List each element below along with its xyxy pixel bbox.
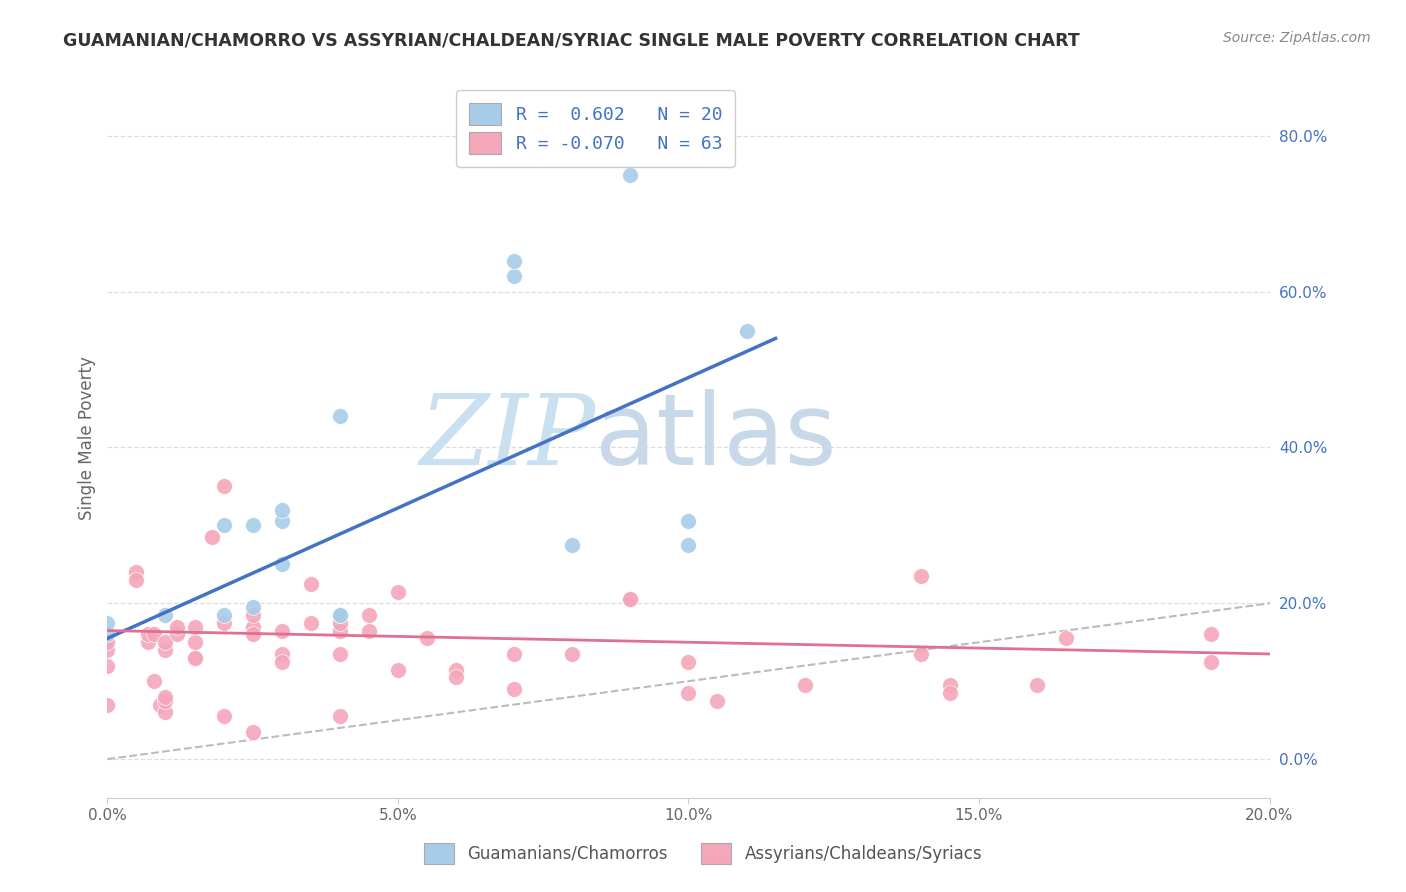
Point (1201, 627, 1223, 641)
Point (357, 624, 380, 638)
Point (155, 643, 177, 657)
Point (939, 678, 962, 692)
Point (270, 558, 292, 572)
Point (155, 635, 177, 649)
Point (939, 686, 962, 700)
Point (793, 678, 815, 692)
Point (242, 724, 264, 739)
Legend: Guamanians/Chamorros, Assyrians/Chaldeans/Syriacs: Guamanians/Chamorros, Assyrians/Chaldean… (418, 837, 988, 871)
Point (329, 607, 352, 622)
Point (270, 647, 292, 661)
Point (1054, 632, 1077, 646)
Text: Source: ZipAtlas.com: Source: ZipAtlas.com (1223, 31, 1371, 45)
Point (125, 565, 148, 579)
Point (329, 624, 352, 638)
Point (1026, 678, 1049, 692)
Y-axis label: Single Male Poverty: Single Male Poverty (79, 356, 96, 520)
Text: ZIP: ZIP (419, 390, 596, 485)
Point (678, 686, 700, 700)
Point (183, 635, 205, 649)
Point (136, 635, 159, 649)
Point (329, 615, 352, 630)
Point (142, 627, 165, 641)
Point (242, 627, 264, 641)
Point (155, 607, 177, 622)
Point (329, 647, 352, 661)
Point (212, 518, 235, 533)
Point (96, 698, 118, 712)
Point (910, 647, 932, 661)
Point (678, 538, 700, 552)
Point (503, 647, 526, 661)
Point (149, 698, 172, 712)
Point (678, 655, 700, 669)
Point (166, 620, 188, 634)
Point (910, 569, 932, 583)
Point (503, 269, 526, 284)
Point (96, 643, 118, 657)
Point (299, 577, 322, 591)
Point (242, 600, 264, 615)
Point (183, 650, 205, 665)
Point (387, 663, 409, 677)
Text: atlas: atlas (596, 389, 837, 486)
Point (1201, 655, 1223, 669)
Point (329, 409, 352, 424)
Point (503, 253, 526, 268)
Point (155, 690, 177, 704)
Point (735, 324, 758, 338)
Point (561, 538, 583, 552)
Point (416, 632, 439, 646)
Point (329, 709, 352, 723)
Legend: R =  0.602   N = 20, R = -0.070   N = 63: R = 0.602 N = 20, R = -0.070 N = 63 (456, 90, 735, 167)
Point (212, 709, 235, 723)
Point (619, 168, 641, 182)
Point (125, 573, 148, 587)
Point (387, 584, 409, 599)
Point (212, 607, 235, 622)
Point (706, 694, 728, 708)
Point (242, 518, 264, 533)
Point (155, 706, 177, 720)
Point (242, 620, 264, 634)
Point (166, 627, 188, 641)
Point (270, 624, 292, 638)
Point (212, 615, 235, 630)
Point (212, 479, 235, 493)
Point (201, 530, 224, 544)
Point (329, 607, 352, 622)
Point (357, 607, 380, 622)
Point (561, 647, 583, 661)
Point (444, 670, 467, 684)
Point (270, 503, 292, 517)
Point (444, 663, 467, 677)
Point (136, 627, 159, 641)
Point (678, 515, 700, 529)
Point (299, 615, 322, 630)
Point (270, 655, 292, 669)
Point (96, 658, 118, 673)
Point (155, 694, 177, 708)
Point (619, 592, 641, 607)
Text: GUAMANIAN/CHAMORRO VS ASSYRIAN/CHALDEAN/SYRIAC SINGLE MALE POVERTY CORRELATION C: GUAMANIAN/CHAMORRO VS ASSYRIAN/CHALDEAN/… (63, 31, 1080, 49)
Point (619, 592, 641, 607)
Point (242, 607, 264, 622)
Point (183, 620, 205, 634)
Point (96, 627, 118, 641)
Point (96, 615, 118, 630)
Point (96, 635, 118, 649)
Point (270, 515, 292, 529)
Point (142, 674, 165, 689)
Point (183, 650, 205, 665)
Point (503, 681, 526, 696)
